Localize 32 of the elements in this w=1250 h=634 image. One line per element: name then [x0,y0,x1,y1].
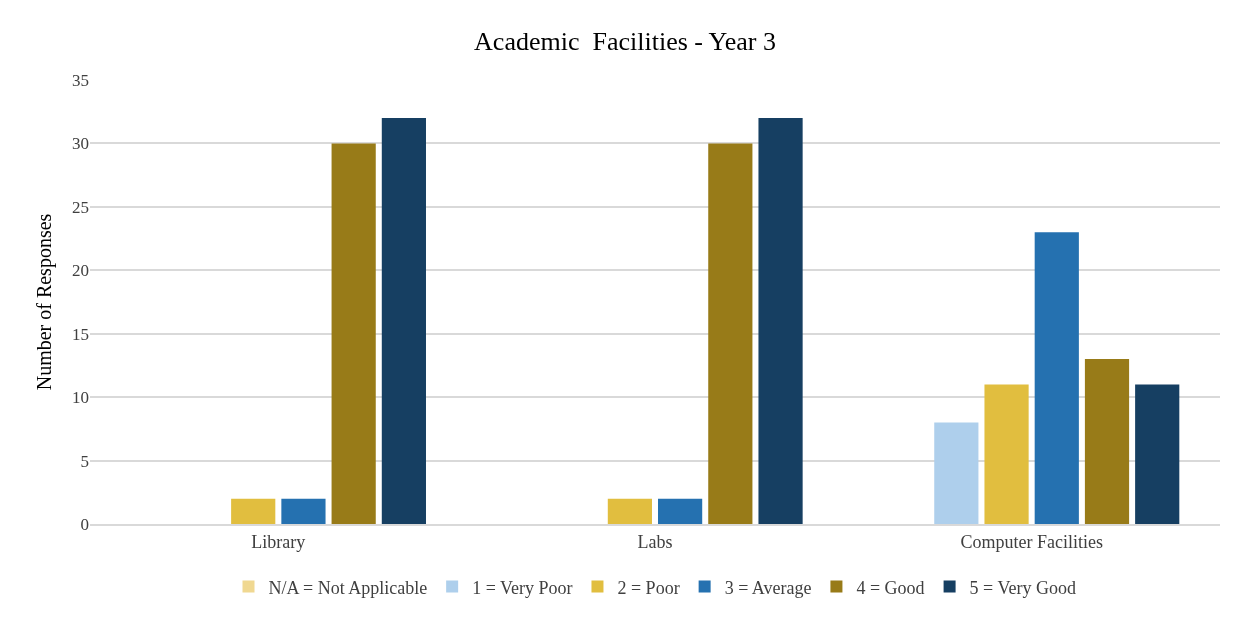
x-tick-label: Labs [637,531,673,552]
legend-label: 3 = Average [724,577,812,598]
legend-label: 5 = Very Good [969,577,1076,598]
y-tick-label: 0 [80,514,89,534]
legend-label: N/A = Not Applicable [268,577,428,598]
y-axis-title: Number of Responses [32,213,56,391]
y-tick-label: 5 [80,451,89,471]
y-tick-label: 10 [72,388,89,408]
bar [607,498,652,524]
x-tick-label: Computer Facilities [960,531,1103,552]
bar [281,498,326,524]
x-tick-label: Library [251,531,306,552]
bar [231,498,276,524]
chart-title: Academic Facilities - Year 3 [474,26,776,56]
bar [984,384,1029,524]
bar [331,143,376,524]
bar [658,498,703,524]
bar [758,118,803,524]
bar [934,422,979,524]
legend-label: 2 = Poor [617,577,680,598]
y-tick-label: 30 [72,134,89,154]
y-tick-label: 15 [72,324,89,344]
legend-label: 1 = Very Poor [472,577,573,598]
legend-label: 4 = Good [856,577,925,598]
bar [1034,232,1079,524]
bar [708,143,753,524]
y-tick-label: 25 [72,197,89,217]
bar [381,118,426,524]
y-tick-label: 20 [72,261,89,281]
bar [1084,359,1130,524]
y-tick-label: 35 [72,70,89,90]
bar [1135,384,1180,524]
